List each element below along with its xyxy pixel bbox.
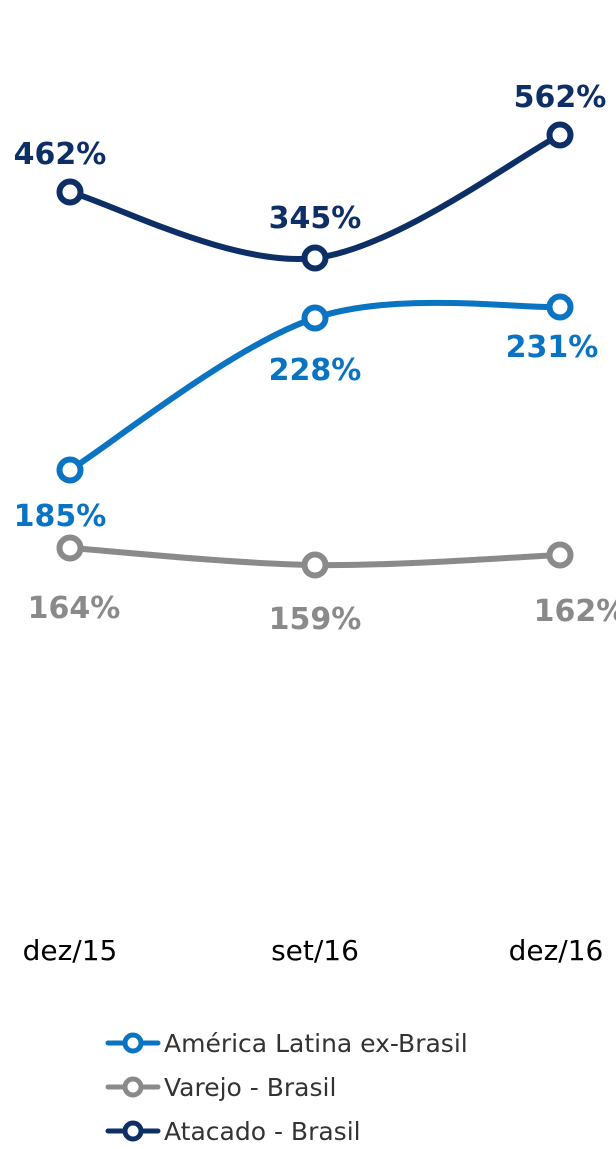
point-atacado-1 [56,178,84,206]
point-varejo-2 [301,551,329,579]
series-line-atacado [67,132,563,262]
x-tick-label-1: dez/15 [23,934,118,967]
series-layer [56,121,574,579]
legend-item-atacado: Atacado - Brasil [105,1117,361,1146]
data-label-varejo-2: 159% [269,602,362,637]
legend-swatch-marker [122,1032,144,1054]
point-atacado-3 [546,121,574,149]
legend-label-atacado: Atacado - Brasil [164,1117,361,1146]
data-label-america-latina-3: 231% [506,330,599,365]
point-varejo-3 [546,541,574,569]
legend-label-america-latina: América Latina ex-Brasil [164,1029,468,1058]
x-tick-label-3: dez/16 [509,934,604,967]
legend-item-varejo: Varejo - Brasil [105,1073,336,1102]
data-label-atacado-1: 462% [14,137,107,172]
x-axis-tick-labels: dez/15 set/16 dez/16 [23,934,604,967]
point-america-latina-3 [546,293,574,321]
data-label-atacado-3: 562% [514,80,607,115]
legend-label-varejo: Varejo - Brasil [164,1073,336,1102]
data-label-atacado-2: 345% [269,201,362,236]
point-atacado-2 [301,244,329,272]
legend: América Latina ex-Brasil Varejo - Brasil A… [105,1029,468,1146]
legend-swatch-marker [122,1120,144,1142]
x-tick-label-2: set/16 [271,934,359,967]
legend-swatch-marker [122,1076,144,1098]
point-varejo-1 [56,534,84,562]
point-america-latina-1 [56,456,84,484]
data-label-america-latina-1: 185% [14,499,107,534]
data-label-america-latina-2: 228% [269,353,362,388]
data-label-varejo-3: 162% [534,594,616,629]
data-label-varejo-1: 164% [28,591,121,626]
point-america-latina-2 [301,304,329,332]
data-label-layer: 185% 228% 231% 164% 159% 162% 462% 345% 562% [14,80,616,637]
legend-item-america-latina: América Latina ex-Brasil [105,1029,468,1058]
